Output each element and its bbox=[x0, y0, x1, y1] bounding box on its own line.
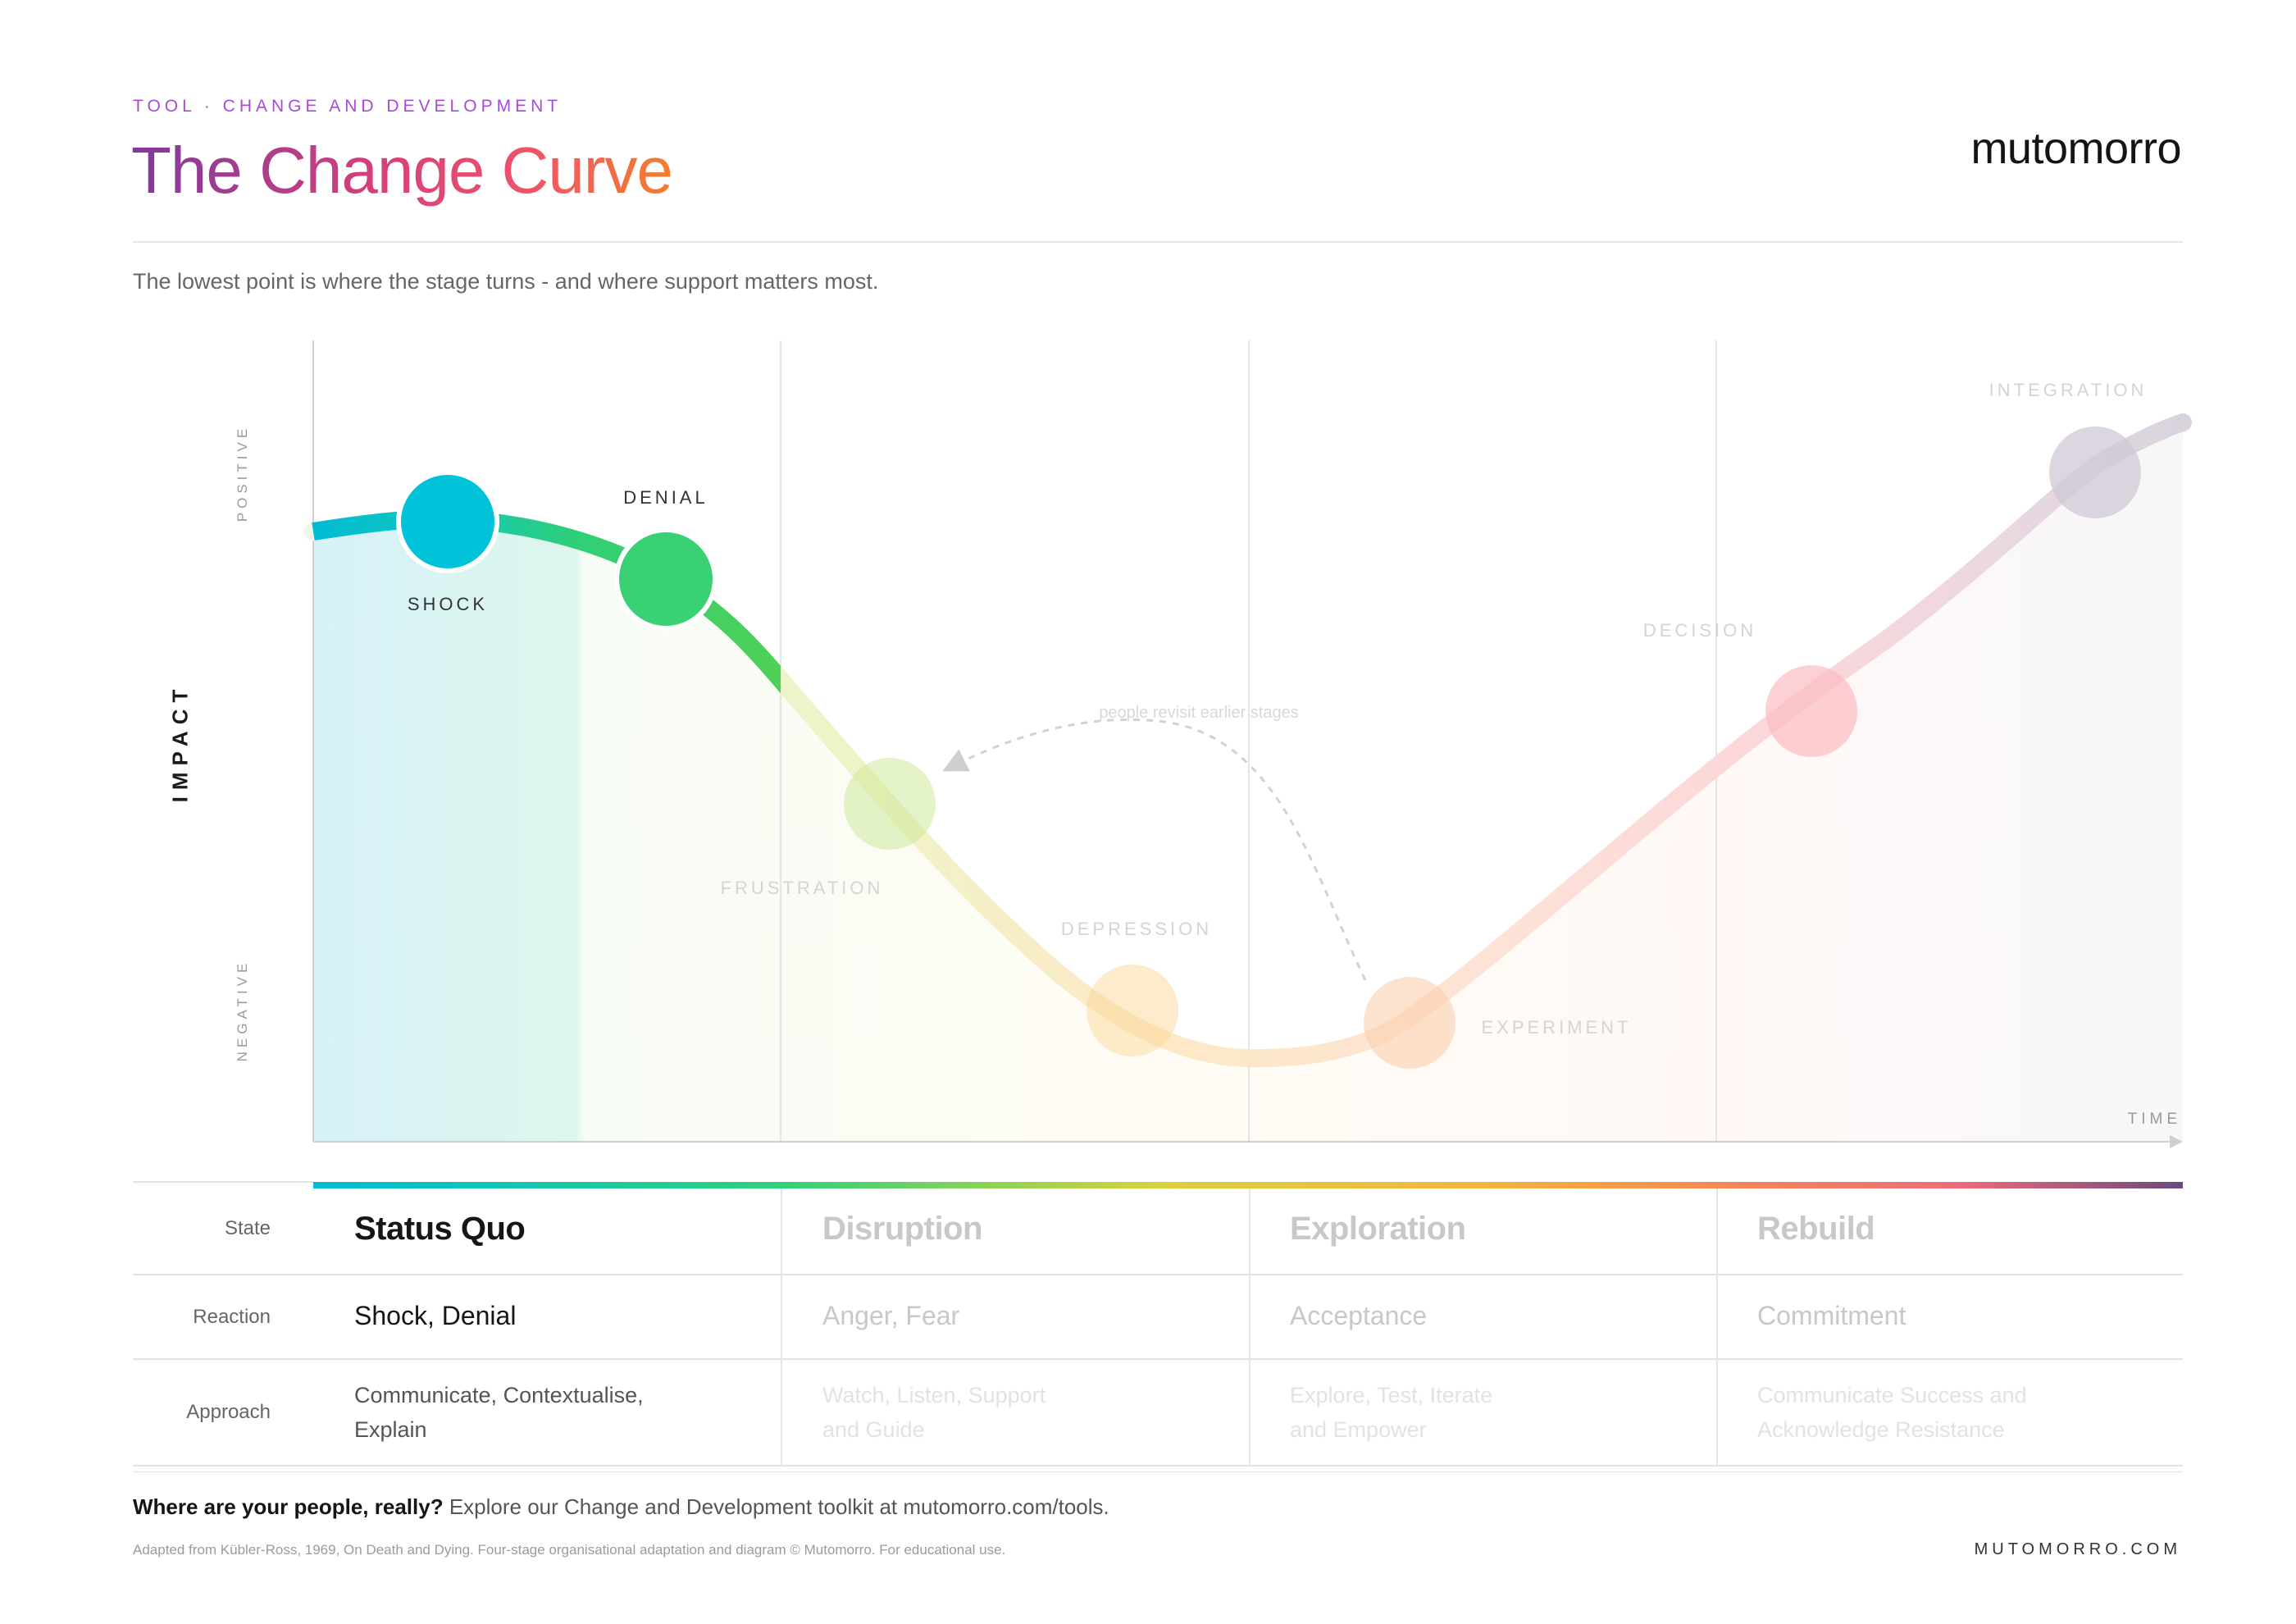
change-curve-diagram: people revisit earlier stages SHOCK DENI… bbox=[304, 340, 2192, 1148]
revisit-arrow bbox=[942, 718, 1367, 981]
footer-url[interactable]: MUTOMORRO.COM bbox=[1974, 1540, 2181, 1558]
y-axis-negative-label: NEGATIVE bbox=[235, 959, 250, 1062]
reaction-rebuild: Commitment bbox=[1757, 1301, 1906, 1330]
x-axis-label: TIME bbox=[2128, 1111, 2181, 1128]
approach-status-quo: Communicate, Contextualise, Explain bbox=[354, 1383, 644, 1442]
approach-rebuild: Communicate Success and Acknowledge Resi… bbox=[1757, 1383, 2027, 1442]
table-column-divider bbox=[781, 1188, 782, 1465]
reaction-exploration: Acceptance bbox=[1290, 1301, 1428, 1330]
table-column-divider bbox=[1249, 1188, 1250, 1465]
table-top-rule bbox=[133, 1181, 313, 1183]
phase-gradient-bar bbox=[313, 1182, 2183, 1188]
y-axis-positive-label: POSITIVE bbox=[235, 424, 250, 522]
stage-frustration-marker bbox=[844, 758, 936, 850]
state-exploration: Exploration bbox=[1290, 1211, 1466, 1247]
subtitle: The lowest point is where the stage turn… bbox=[133, 269, 879, 294]
stage-depression-marker bbox=[1086, 965, 1178, 1056]
table-column-divider bbox=[1716, 1188, 1718, 1465]
state-status-quo: Status Quo bbox=[354, 1211, 526, 1247]
row-label-state: State bbox=[224, 1217, 271, 1239]
reaction-status-quo: Shock, Denial bbox=[354, 1301, 517, 1330]
approach-exploration: Explore, Test, Iterate and Empower bbox=[1290, 1383, 1493, 1442]
state-disruption: Disruption bbox=[822, 1211, 982, 1247]
stage-label-denial: DENIAL bbox=[623, 487, 708, 508]
table-row-divider bbox=[133, 1274, 2183, 1275]
page-title: The Change Curve bbox=[131, 130, 673, 212]
stage-label-depression: DEPRESSION bbox=[1061, 919, 1212, 939]
footer-cta-link-text[interactable]: Explore our Change and Development toolk… bbox=[449, 1494, 1109, 1519]
stage-integration-marker bbox=[2049, 427, 2141, 518]
stage-shock-marker bbox=[396, 470, 499, 573]
y-axis-label: IMPACT bbox=[167, 682, 193, 803]
state-rebuild: Rebuild bbox=[1757, 1211, 1875, 1247]
stage-label-decision: DECISION bbox=[1643, 620, 1756, 641]
stage-label-shock: SHOCK bbox=[408, 594, 488, 614]
revisit-annotation: people revisit earlier stages bbox=[1099, 704, 1298, 722]
table-row-divider bbox=[133, 1465, 2183, 1467]
stage-denial-marker bbox=[614, 527, 718, 631]
footer-cta: Where are your people, really? Explore o… bbox=[133, 1494, 1109, 1520]
brand-logo: mutomorro bbox=[1970, 124, 2181, 173]
table-row-divider bbox=[133, 1358, 2183, 1360]
x-axis-arrow-icon bbox=[2170, 1135, 2183, 1148]
stage-label-experiment: EXPERIMENT bbox=[1481, 1017, 1631, 1038]
header-divider bbox=[133, 241, 2183, 243]
reaction-disruption: Anger, Fear bbox=[822, 1301, 960, 1330]
approach-disruption: Watch, Listen, Support and Guide bbox=[822, 1383, 1046, 1442]
stage-label-integration: INTEGRATION bbox=[1989, 380, 2148, 400]
row-label-reaction: Reaction bbox=[193, 1306, 271, 1328]
eyebrow: TOOL · CHANGE AND DEVELOPMENT bbox=[133, 97, 563, 116]
stage-decision-marker bbox=[1765, 665, 1857, 757]
stage-label-frustration: FRUSTRATION bbox=[721, 878, 884, 898]
row-label-approach: Approach bbox=[186, 1401, 271, 1423]
footer-credit: Adapted from Kübler-Ross, 1969, On Death… bbox=[133, 1542, 1006, 1558]
stage-experiment-marker bbox=[1364, 977, 1456, 1069]
table-bottom-rule bbox=[133, 1471, 2183, 1472]
footer-cta-question: Where are your people, really? bbox=[133, 1494, 444, 1519]
